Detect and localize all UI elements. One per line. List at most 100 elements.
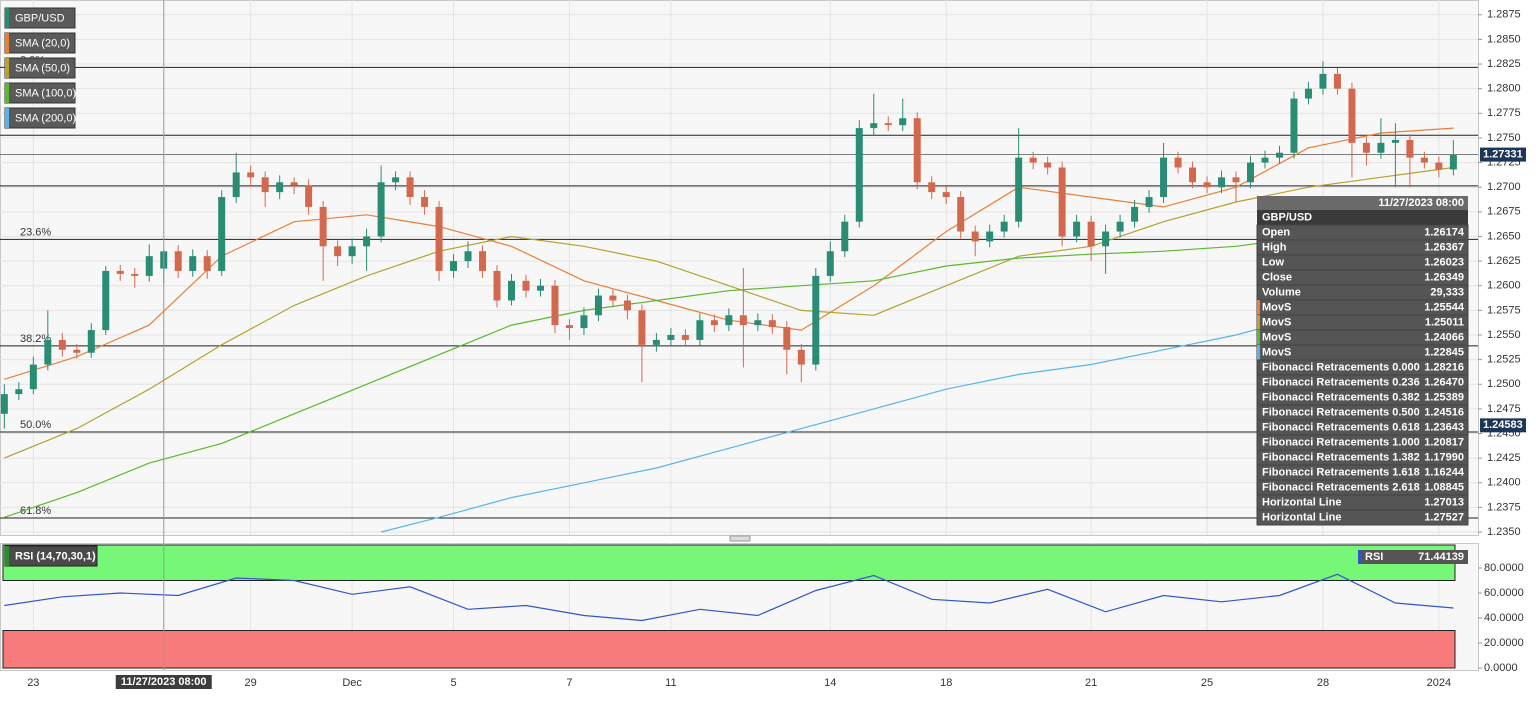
x-tick-label: 11: [665, 677, 676, 689]
info-symbol-box: [1257, 210, 1468, 225]
candle-body: [493, 270, 501, 301]
info-value: 1.26367: [1424, 241, 1464, 253]
candle-body: [1145, 197, 1153, 207]
info-label: Fibonacci Retracements 0.618: [1262, 421, 1420, 433]
info-value: 1.26023: [1424, 256, 1464, 268]
info-swatch: [1257, 330, 1260, 345]
candle-body: [290, 182, 298, 186]
fibonacci-label: 38.2%: [20, 333, 51, 345]
price-box: [1480, 147, 1526, 162]
candle-body: [768, 320, 776, 328]
rsi-tick-label: 80.0000: [1484, 562, 1524, 574]
info-swatch: [1257, 345, 1260, 360]
info-label: High: [1262, 241, 1287, 253]
info-label: Horizontal Line: [1262, 511, 1341, 523]
info-label: Fibonacci Retracements 0.500: [1262, 406, 1420, 418]
candle-body: [464, 251, 472, 262]
candle-body: [334, 246, 342, 257]
info-label: Fibonacci Retracements 2.618: [1262, 481, 1420, 493]
y-tick-label: 1.2875: [1487, 9, 1521, 21]
candle-body: [1247, 162, 1255, 183]
candle-body: [305, 185, 313, 207]
info-date-box: [1257, 196, 1468, 210]
candle-body: [609, 295, 617, 301]
candle-body: [1319, 73, 1327, 89]
info-label: MovS: [1262, 331, 1291, 343]
candle-body: [73, 349, 81, 353]
candle-body: [1333, 73, 1341, 89]
plot: [0, 61, 1457, 533]
info-value: 1.24066: [1424, 331, 1464, 343]
candle-body: [0, 394, 8, 414]
candle-body: [1275, 152, 1283, 158]
x-tick-label: 18: [940, 677, 952, 689]
candle-body: [1029, 157, 1037, 163]
info-value: 1.25544: [1424, 301, 1465, 313]
y-tick-label: 1.2700: [1487, 181, 1521, 193]
candle-body: [1377, 142, 1385, 153]
candle-body: [1232, 177, 1240, 183]
candle-body: [87, 330, 95, 353]
candle-body: [739, 315, 747, 326]
candle-body: [247, 172, 255, 178]
candle-body: [1044, 162, 1052, 168]
candle-body: [421, 197, 429, 207]
oversold-band: [2, 630, 1456, 669]
candle-body: [652, 339, 660, 345]
rsi-tick-label: 60.0000: [1484, 587, 1524, 599]
splitter-handle[interactable]: [729, 535, 751, 542]
y-tick-label: 1.2500: [1487, 378, 1521, 390]
candle-body: [725, 315, 733, 326]
levels: 0.0%23.6%38.2%50.0%61.8%: [0, 54, 1478, 519]
info-label: MovS: [1262, 301, 1291, 313]
y-tick-label: 1.2675: [1487, 206, 1521, 218]
candle-body: [1189, 167, 1197, 183]
y-tick-label: 1.2800: [1487, 83, 1521, 95]
rsi-value: 71.44139: [1418, 551, 1464, 563]
fibonacci-label: 50.0%: [20, 419, 51, 431]
info-value: 1.26349: [1424, 271, 1464, 283]
info-value: 1.26174: [1424, 226, 1465, 238]
rsi-value-label: RSI: [1365, 551, 1383, 563]
x-tick-label: 29: [245, 677, 257, 689]
candle-body: [450, 261, 458, 271]
info-value: 1.17990: [1424, 451, 1464, 463]
candle-body: [870, 123, 878, 129]
main-panel: [0, 0, 1479, 536]
candle-body: [536, 285, 544, 291]
candle-body: [812, 275, 820, 365]
y-tick-label: 1.2625: [1487, 255, 1521, 267]
info-label: Low: [1262, 256, 1284, 268]
candle-body: [1058, 167, 1066, 237]
candle-body: [696, 320, 704, 340]
info-value: 1.24516: [1424, 406, 1464, 418]
fibonacci-label: 23.6%: [20, 226, 51, 238]
candle-body: [899, 118, 907, 126]
candle-body: [841, 221, 849, 252]
legend-swatch: [5, 108, 9, 128]
info-label: Fibonacci Retracements 0.236: [1262, 376, 1420, 388]
candle-body: [1406, 139, 1414, 158]
info-label: Fibonacci Retracements 0.000: [1262, 361, 1420, 373]
candle-body: [928, 182, 936, 193]
x-tick-label: 7: [566, 677, 572, 689]
info-swatch: [1257, 300, 1260, 315]
info-value: 29,333: [1430, 286, 1464, 298]
y-tick-label: 1.2525: [1487, 354, 1521, 366]
info-value: 1.25389: [1424, 391, 1464, 403]
info-date: 11/27/2023 08:00: [1378, 197, 1464, 209]
candle-body: [44, 339, 52, 365]
candle-body: [15, 389, 23, 395]
candle-body: [377, 182, 385, 237]
y-tick-label: 1.2425: [1487, 452, 1521, 464]
candle-body: [1218, 177, 1226, 188]
x-tick-label: Dec: [342, 677, 362, 689]
candle-body: [174, 251, 182, 271]
candle-body: [913, 118, 921, 183]
crosshair-label-box: [115, 675, 212, 689]
candle-body: [479, 251, 487, 271]
sma-line: [4, 216, 1454, 518]
legend-swatch: [5, 58, 9, 78]
